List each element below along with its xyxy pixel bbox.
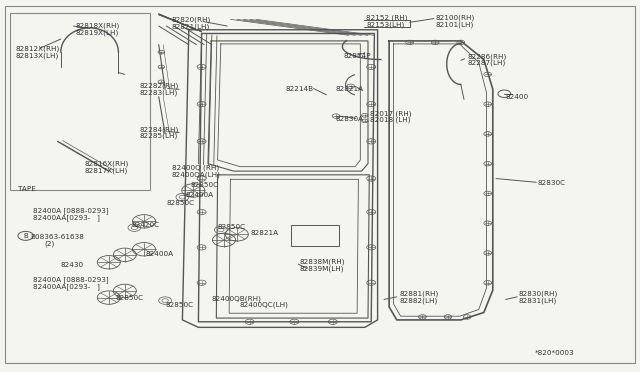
Text: (2): (2) bbox=[45, 240, 55, 247]
Text: 82420C: 82420C bbox=[131, 222, 159, 228]
Text: 82400: 82400 bbox=[506, 94, 529, 100]
Text: 82283(LH): 82283(LH) bbox=[140, 89, 178, 96]
Text: 82881(RH): 82881(RH) bbox=[399, 291, 438, 297]
Text: 82100(RH): 82100(RH) bbox=[435, 15, 474, 21]
Text: 82874P: 82874P bbox=[343, 53, 371, 59]
Text: 82400AA[0293-   ]: 82400AA[0293- ] bbox=[33, 214, 100, 221]
Text: 82850C: 82850C bbox=[165, 302, 193, 308]
Text: 82817X(LH): 82817X(LH) bbox=[84, 167, 128, 174]
Text: 82831(LH): 82831(LH) bbox=[518, 297, 557, 304]
Text: 82153(LH): 82153(LH) bbox=[366, 21, 404, 28]
Text: 82813X(LH): 82813X(LH) bbox=[16, 52, 60, 59]
Text: 82400QA(LH): 82400QA(LH) bbox=[172, 171, 220, 178]
Text: 82400A [0888-0293]: 82400A [0888-0293] bbox=[33, 276, 109, 283]
Text: 82838M(RH): 82838M(RH) bbox=[300, 259, 345, 265]
Text: 82820(RH): 82820(RH) bbox=[172, 17, 211, 23]
Text: 82850C: 82850C bbox=[191, 182, 219, 188]
Text: 82818X(RH): 82818X(RH) bbox=[76, 23, 120, 29]
Text: 82018 (LH): 82018 (LH) bbox=[370, 117, 410, 124]
Text: *820*0003: *820*0003 bbox=[535, 350, 575, 356]
Text: 82400A [0888-0293]: 82400A [0888-0293] bbox=[33, 207, 109, 214]
Text: 82017 (RH): 82017 (RH) bbox=[370, 110, 412, 117]
Text: B08363-61638: B08363-61638 bbox=[31, 234, 84, 240]
Text: 82821A: 82821A bbox=[251, 230, 279, 235]
Text: 82286(RH): 82286(RH) bbox=[467, 53, 506, 60]
Text: 82287(LH): 82287(LH) bbox=[467, 60, 506, 67]
Text: B: B bbox=[23, 233, 28, 239]
Text: 82400A: 82400A bbox=[146, 251, 174, 257]
Text: 82850C: 82850C bbox=[166, 200, 195, 206]
Text: 82101(LH): 82101(LH) bbox=[435, 21, 474, 28]
Text: 82830C: 82830C bbox=[538, 180, 566, 186]
Text: 82285(LH): 82285(LH) bbox=[140, 133, 178, 140]
Bar bbox=[291, 225, 339, 246]
Text: 82400QC(LH): 82400QC(LH) bbox=[239, 302, 288, 308]
Text: 82282(RH): 82282(RH) bbox=[140, 82, 179, 89]
Text: 82850C: 82850C bbox=[115, 295, 143, 301]
Text: 82152 (RH): 82152 (RH) bbox=[366, 15, 408, 21]
Text: 82214B: 82214B bbox=[285, 86, 314, 92]
Text: 82430: 82430 bbox=[60, 262, 83, 268]
Text: 82812X(RH): 82812X(RH) bbox=[16, 46, 60, 52]
Text: TAPE: TAPE bbox=[18, 186, 36, 192]
Text: 82821A: 82821A bbox=[335, 86, 364, 92]
Text: 82839M(LH): 82839M(LH) bbox=[300, 265, 344, 272]
Text: 82400Q (RH): 82400Q (RH) bbox=[172, 165, 219, 171]
Text: 82882(LH): 82882(LH) bbox=[399, 297, 438, 304]
Bar bbox=[10, 13, 150, 190]
Text: 82400AA[0293-   ]: 82400AA[0293- ] bbox=[33, 283, 100, 290]
Text: 82850C: 82850C bbox=[218, 224, 246, 230]
Text: 82821(LH): 82821(LH) bbox=[172, 23, 210, 30]
Text: 82816X(RH): 82816X(RH) bbox=[84, 160, 129, 167]
Text: 82400A: 82400A bbox=[186, 192, 214, 198]
Text: 82284(RH): 82284(RH) bbox=[140, 126, 179, 133]
Text: 82819X(LH): 82819X(LH) bbox=[76, 29, 119, 36]
Text: 82830(RH): 82830(RH) bbox=[518, 291, 557, 297]
Text: 82400QB(RH): 82400QB(RH) bbox=[211, 295, 261, 302]
Text: 82830A: 82830A bbox=[335, 116, 364, 122]
